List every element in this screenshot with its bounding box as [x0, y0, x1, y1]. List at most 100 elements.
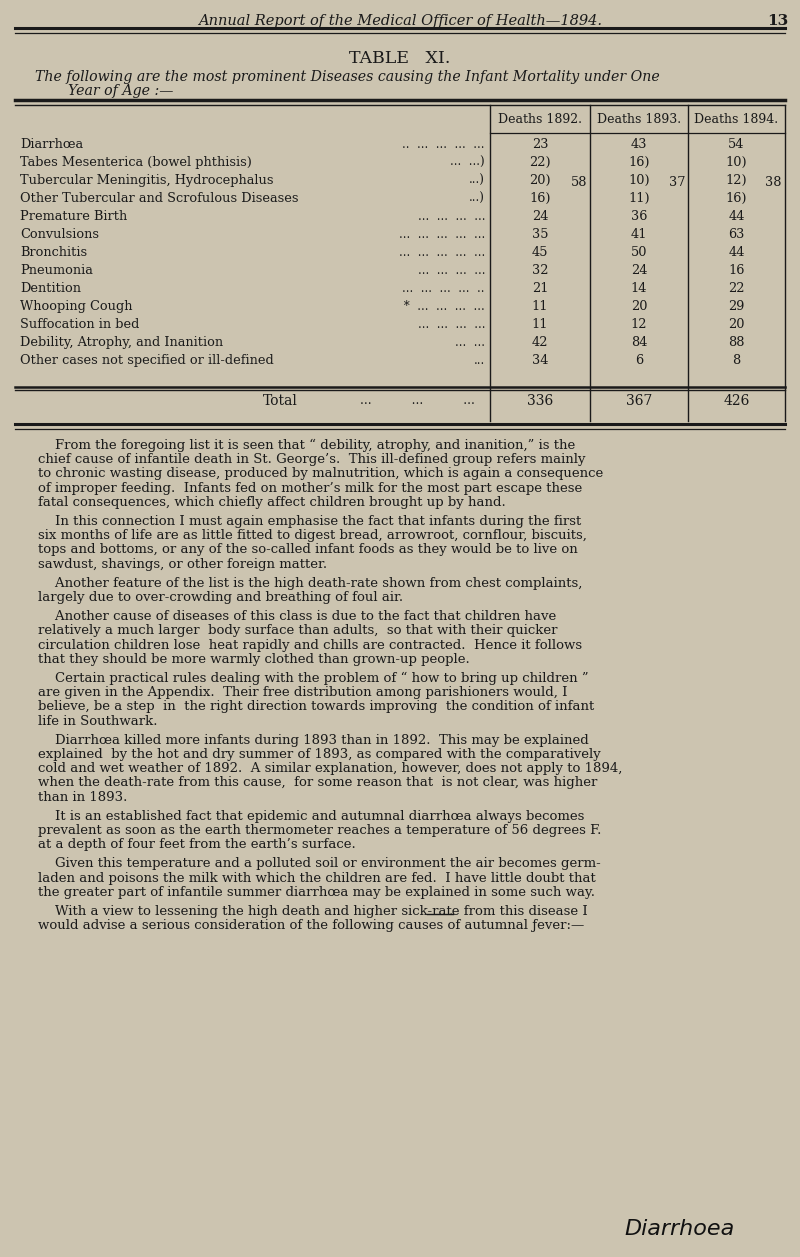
Text: Another feature of the list is the high death-rate shown from chest complaints,: Another feature of the list is the high … — [38, 577, 582, 590]
Text: 37: 37 — [669, 176, 685, 190]
Text: Total: Total — [262, 393, 298, 409]
Text: Debility, Atrophy, and Inanition: Debility, Atrophy, and Inanition — [20, 336, 223, 349]
Text: ..  ...  ...  ...  ...: .. ... ... ... ... — [402, 138, 485, 151]
Text: 11): 11) — [628, 192, 650, 205]
Text: 34: 34 — [532, 354, 548, 367]
Text: In this connection I must again emphasise the fact that infants during the first: In this connection I must again emphasis… — [38, 515, 582, 528]
Text: 32: 32 — [532, 264, 548, 277]
Text: ...  ...  ...  ...  ...: ... ... ... ... ... — [398, 228, 485, 241]
Text: at a depth of four feet from the earth’s surface.: at a depth of four feet from the earth’s… — [38, 838, 356, 851]
Text: are given in the Appendix.  Their free distribution among parishioners would, I: are given in the Appendix. Their free di… — [38, 686, 567, 699]
Text: largely due to over-crowding and breathing of foul air.: largely due to over-crowding and breathi… — [38, 591, 403, 605]
Text: 22: 22 — [728, 282, 745, 295]
Text: 50: 50 — [630, 246, 647, 259]
Text: ...  ...): ... ...) — [450, 156, 485, 168]
Text: 44: 44 — [728, 246, 745, 259]
Text: With a view to lessening the high death and higher sick-rate from this disease I: With a view to lessening the high death … — [38, 905, 588, 918]
Text: 42: 42 — [532, 336, 548, 349]
Text: 41: 41 — [630, 228, 647, 241]
Text: tops and bottoms, or any of the so-called infant foods as they would be to live : tops and bottoms, or any of the so-calle… — [38, 543, 578, 557]
Text: six months of life are as little fitted to digest bread, arrowroot, cornflour, b: six months of life are as little fitted … — [38, 529, 587, 542]
Text: Certain practical rules dealing with the problem of “ how to bring up children ”: Certain practical rules dealing with the… — [38, 672, 589, 685]
Text: 38: 38 — [766, 176, 782, 190]
Text: 16): 16) — [628, 156, 650, 168]
Text: *  ...  ...  ...  ...: * ... ... ... ... — [400, 300, 485, 313]
Text: relatively a much larger  body surface than adults,  so that with their quicker: relatively a much larger body surface th… — [38, 625, 558, 637]
Text: Tabes Mesenterica (bowel phthisis): Tabes Mesenterica (bowel phthisis) — [20, 156, 252, 168]
Text: 88: 88 — [728, 336, 745, 349]
Text: sawdust, shavings, or other foreign matter.: sawdust, shavings, or other foreign matt… — [38, 558, 327, 571]
Text: Bronchitis: Bronchitis — [20, 246, 87, 259]
Text: 20): 20) — [529, 173, 551, 187]
Text: 63: 63 — [728, 228, 745, 241]
Text: chief cause of infantile death in St. George’s.  This ill-defined group refers m: chief cause of infantile death in St. Ge… — [38, 454, 586, 466]
Text: TABLE   XI.: TABLE XI. — [350, 50, 450, 67]
Text: ...  ...: ... ... — [455, 336, 485, 349]
Text: ...): ...) — [469, 192, 485, 205]
Text: 54: 54 — [728, 138, 745, 151]
Text: 44: 44 — [728, 210, 745, 222]
Text: explained  by the hot and dry summer of 1893, as compared with the comparatively: explained by the hot and dry summer of 1… — [38, 748, 601, 760]
Text: 12: 12 — [630, 318, 647, 331]
Text: ...: ... — [474, 354, 485, 367]
Text: 11: 11 — [532, 318, 548, 331]
Text: Premature Birth: Premature Birth — [20, 210, 127, 222]
Text: 6: 6 — [635, 354, 643, 367]
Text: ...): ...) — [469, 173, 485, 187]
Text: 8: 8 — [732, 354, 741, 367]
Text: Another cause of diseases of this class is due to the fact that children have: Another cause of diseases of this class … — [38, 610, 556, 623]
Text: Deaths 1893.: Deaths 1893. — [597, 113, 681, 126]
Text: Convulsions: Convulsions — [20, 228, 99, 241]
Text: 16): 16) — [726, 192, 747, 205]
Text: fatal consequences, which chiefly affect children brought up by hand.: fatal consequences, which chiefly affect… — [38, 495, 506, 509]
Text: From the foregoing list it is seen that “ debility, atrophy, and inanition,” is : From the foregoing list it is seen that … — [38, 439, 575, 453]
Text: 16): 16) — [530, 192, 550, 205]
Text: 10): 10) — [726, 156, 747, 168]
Text: ...  ...  ...  ...: ... ... ... ... — [418, 210, 485, 222]
Text: Dentition: Dentition — [20, 282, 81, 295]
Text: believe, be a step  in  the right direction towards improving  the condition of : believe, be a step in the right directio… — [38, 700, 594, 714]
Text: 367: 367 — [626, 393, 652, 409]
Text: 58: 58 — [570, 176, 587, 190]
Text: ...  ...  ...  ...: ... ... ... ... — [418, 264, 485, 277]
Text: Deaths 1892.: Deaths 1892. — [498, 113, 582, 126]
Text: 20: 20 — [728, 318, 745, 331]
Text: Other cases not specified or ill-defined: Other cases not specified or ill-defined — [20, 354, 274, 367]
Text: 45: 45 — [532, 246, 548, 259]
Text: Suffocation in bed: Suffocation in bed — [20, 318, 139, 331]
Text: when the death-rate from this cause,  for some reason that  is not clear, was hi: when the death-rate from this cause, for… — [38, 777, 598, 789]
Text: 36: 36 — [631, 210, 647, 222]
Text: 10): 10) — [628, 173, 650, 187]
Text: 20: 20 — [630, 300, 647, 313]
Text: circulation children lose  heat rapidly and chills are contracted.  Hence it fol: circulation children lose heat rapidly a… — [38, 639, 582, 651]
Text: life in Southwark.: life in Southwark. — [38, 714, 158, 728]
Text: It is an established fact that epidemic and autumnal diarrhœa always becomes: It is an established fact that epidemic … — [38, 810, 584, 823]
Text: Other Tubercular and Scrofulous Diseases: Other Tubercular and Scrofulous Diseases — [20, 192, 298, 205]
Text: that they should be more warmly clothed than grown-up people.: that they should be more warmly clothed … — [38, 652, 470, 666]
Text: The following are the most prominent Diseases causing the Infant Mortality under: The following are the most prominent Dis… — [35, 70, 660, 84]
Text: 336: 336 — [527, 393, 553, 409]
Text: 11: 11 — [532, 300, 548, 313]
Text: Tubercular Meningitis, Hydrocephalus: Tubercular Meningitis, Hydrocephalus — [20, 173, 274, 187]
Text: 35: 35 — [532, 228, 548, 241]
Text: 24: 24 — [532, 210, 548, 222]
Text: to chronic wasting disease, produced by malnutrition, which is again a consequen: to chronic wasting disease, produced by … — [38, 468, 603, 480]
Text: 21: 21 — [532, 282, 548, 295]
Text: Deaths 1894.: Deaths 1894. — [694, 113, 778, 126]
Text: Year of Age :—: Year of Age :— — [68, 84, 174, 98]
Text: 84: 84 — [630, 336, 647, 349]
Text: 12): 12) — [726, 173, 747, 187]
Text: 22): 22) — [529, 156, 551, 168]
Text: Diarrhoea: Diarrhoea — [625, 1219, 735, 1239]
Text: of improper feeding.  Infants fed on mother’s milk for the most part escape thes: of improper feeding. Infants fed on moth… — [38, 481, 582, 494]
Text: ...  ...  ...  ...: ... ... ... ... — [418, 318, 485, 331]
Text: Given this temperature and a polluted soil or environment the air becomes germ-: Given this temperature and a polluted so… — [38, 857, 601, 870]
Text: ...  ...  ...  ...  ..: ... ... ... ... .. — [402, 282, 485, 295]
Text: the greater part of infantile summer diarrhœa may be explained in some such way.: the greater part of infantile summer dia… — [38, 886, 595, 899]
Text: cold and wet weather of 1892.  A similar explanation, however, does not apply to: cold and wet weather of 1892. A similar … — [38, 762, 622, 776]
Text: 14: 14 — [630, 282, 647, 295]
Text: 23: 23 — [532, 138, 548, 151]
Text: Whooping Cough: Whooping Cough — [20, 300, 133, 313]
Text: Pneumonia: Pneumonia — [20, 264, 93, 277]
Text: prevalent as soon as the earth thermometer reaches a temperature of 56 degrees F: prevalent as soon as the earth thermomet… — [38, 825, 602, 837]
